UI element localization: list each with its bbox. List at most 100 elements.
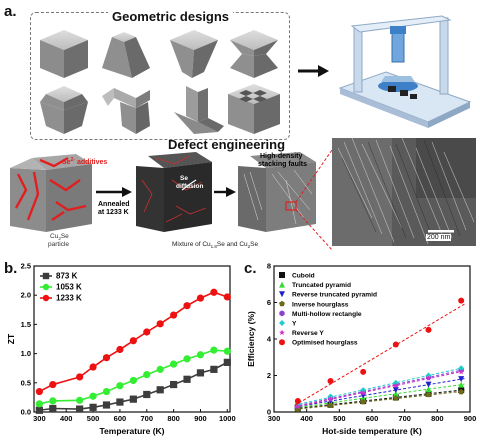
data-point: [170, 311, 178, 319]
defect-engineering-title: Defect engineering: [168, 137, 286, 152]
diffusion-label: diffusion: [176, 183, 203, 190]
data-point: [392, 341, 399, 348]
data-point: [196, 369, 205, 377]
data-point: [223, 347, 231, 355]
x-tick-label: 400: [60, 414, 73, 423]
data-point: [183, 302, 191, 310]
data-point: [360, 392, 367, 399]
data-point: [102, 387, 111, 396]
y-tick-label: 0.0: [21, 408, 31, 417]
y-tick-label: 2.5: [21, 262, 31, 271]
series-inverse-hourglass: [294, 388, 465, 412]
data-point: [143, 371, 151, 379]
data-point: [76, 405, 84, 413]
x-tick-label: 900: [194, 414, 207, 423]
data-point: [89, 403, 97, 411]
shape-hourglass: [230, 30, 278, 78]
data-point: [458, 297, 465, 304]
series-fit-line: [294, 389, 465, 410]
series-fit-line: [294, 369, 465, 407]
data-point: [392, 387, 399, 394]
shape-reverse-y: [174, 86, 224, 134]
shape-cuboid: [40, 30, 88, 78]
y-tick-label: 2: [267, 371, 271, 380]
x-tick-label: 900: [464, 414, 477, 423]
data-point: [425, 391, 432, 398]
x-tick-label: 400: [300, 414, 313, 423]
data-point: [156, 386, 164, 394]
data-point: [89, 392, 97, 400]
annealed-label: Annealed: [98, 201, 130, 208]
data-point: [35, 387, 43, 396]
se-additives-label: Se2- additives: [62, 157, 107, 166]
data-point: [76, 373, 84, 381]
data-point: [458, 388, 464, 395]
zt-chart: 300 400 500 600 700 800 900 1000 0.0 0.5 1.0 1.5 2.0…: [6, 262, 236, 436]
data-point: [156, 320, 164, 328]
shape-multi-hollow-rectangle: [228, 84, 280, 134]
tem-micrograph: [332, 138, 476, 246]
x-tick-label: 800: [167, 414, 180, 423]
y-axis-label: ZT: [6, 333, 16, 344]
x-axis-label: Temperature (K): [99, 426, 164, 436]
x-tick-label: 600: [114, 414, 127, 423]
data-point: [458, 365, 465, 372]
x-tick-label: 500: [333, 414, 346, 423]
data-point: [102, 401, 111, 409]
data-point: [210, 288, 218, 296]
data-point: [327, 396, 334, 402]
series-reverse-y: [294, 368, 465, 409]
legend-label: 1233 K: [56, 294, 82, 303]
shape-reverse-truncated-pyramid: [170, 30, 218, 78]
data-point: [49, 380, 57, 389]
data-point: [425, 381, 432, 388]
y-tick-label: 6: [267, 298, 271, 307]
legend: 873 K 1053 K 1233 K: [40, 272, 82, 303]
data-point: [360, 368, 367, 375]
series-optimised-hourglass: [294, 297, 465, 406]
series-fit-line: [294, 303, 465, 406]
shape-y: [102, 88, 150, 134]
data-point: [116, 382, 124, 390]
particle-label: particle: [48, 241, 69, 248]
data-point: [196, 294, 205, 302]
data-point: [183, 375, 191, 383]
legend-label: Reverse truncated pyramid: [292, 292, 377, 299]
defect-schematic: Se2- additives Cu2Se particle Annealed a…: [10, 150, 333, 250]
legend-label: Multi-hollow rectangle: [292, 311, 362, 318]
series-1233-k: [35, 288, 231, 396]
legend-label: 873 K: [56, 272, 78, 281]
data-point: [35, 400, 43, 408]
legend-marker: [279, 320, 285, 326]
series-fit-line: [294, 367, 465, 406]
legend-marker: [279, 339, 285, 346]
legend-marker: [279, 329, 285, 335]
data-point: [35, 406, 43, 414]
legend-marker: [279, 310, 285, 317]
data-point: [223, 293, 231, 301]
y-tick-label: 2.0: [21, 291, 31, 300]
y-tick-label: 1.5: [21, 320, 31, 329]
data-point: [295, 403, 301, 409]
data-point: [294, 398, 301, 405]
data-point: [183, 355, 191, 363]
data-point: [425, 326, 432, 333]
data-point: [458, 368, 464, 375]
series-873-k: [35, 358, 231, 414]
data-point: [210, 346, 218, 354]
series-fit-line: [294, 370, 465, 408]
shape-truncated-pyramid: [102, 32, 150, 78]
x-tick-label: 600: [366, 414, 379, 423]
data-point: [393, 395, 399, 401]
data-point: [170, 360, 178, 368]
panel-b-letter: b.: [4, 260, 18, 277]
legend-label: Inverse hourglass: [292, 301, 349, 308]
data-point: [143, 328, 151, 336]
data-point: [196, 351, 205, 359]
stacking-faults-line2: stacking faults: [258, 161, 307, 168]
plot-frame: [33, 265, 231, 413]
legend-label: Y: [292, 321, 297, 328]
stacking-faults-line1: High-density: [260, 153, 302, 160]
data-point: [129, 395, 137, 403]
y-tick-label: 0.5: [21, 378, 31, 387]
